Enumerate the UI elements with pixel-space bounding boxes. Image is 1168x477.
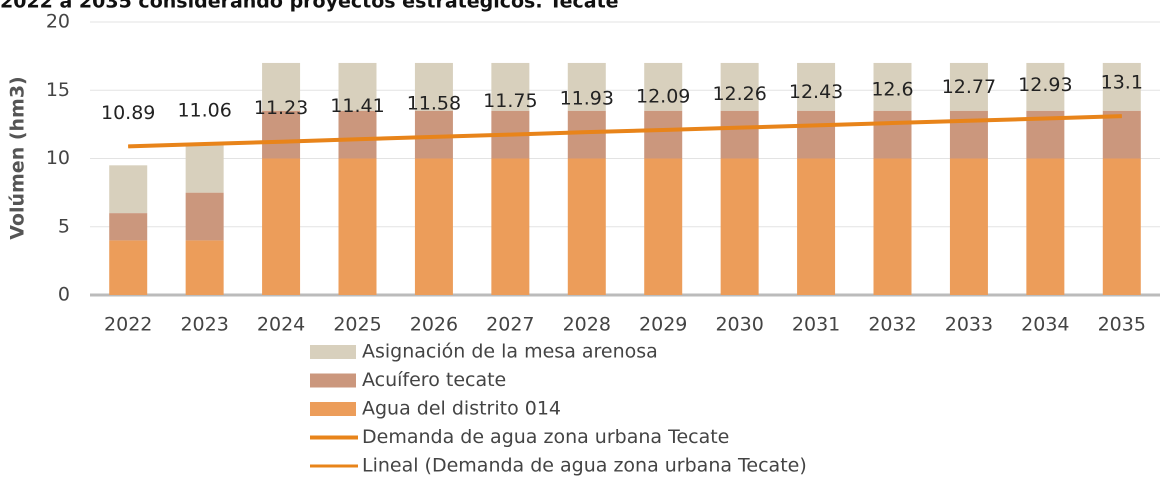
bar-segment bbox=[720, 62, 759, 111]
bar-segment bbox=[1102, 110, 1141, 159]
y-tick-label: 15 bbox=[46, 79, 70, 101]
bar-segment bbox=[338, 110, 377, 159]
bar-segment bbox=[414, 158, 453, 295]
data-label: 11.58 bbox=[407, 92, 461, 114]
x-tick-label: 2027 bbox=[486, 314, 534, 336]
data-label: 13.1 bbox=[1101, 72, 1143, 94]
bar-segment bbox=[644, 158, 683, 295]
bar-segment bbox=[644, 110, 683, 159]
bar-segment bbox=[1026, 62, 1065, 111]
x-tick-label: 2025 bbox=[333, 314, 381, 336]
trend-line bbox=[128, 114, 1122, 148]
x-tick-label: 2030 bbox=[715, 314, 763, 336]
bar-segment bbox=[949, 62, 988, 111]
bar-segment bbox=[873, 158, 912, 295]
bar-segment bbox=[797, 62, 836, 111]
x-tick-label: 2035 bbox=[1098, 314, 1146, 336]
bar-segment bbox=[873, 62, 912, 111]
x-tick-label: 2033 bbox=[945, 314, 993, 336]
x-tick-label: 2032 bbox=[868, 314, 916, 336]
bar-segment bbox=[949, 158, 988, 295]
bar-segment bbox=[491, 62, 530, 111]
bar-segment bbox=[185, 192, 224, 241]
bar-segment bbox=[873, 110, 912, 159]
x-tick-label: 2023 bbox=[180, 314, 228, 336]
legend-swatch bbox=[310, 402, 356, 416]
bar-segment bbox=[338, 158, 377, 295]
x-tick-label: 2028 bbox=[563, 314, 611, 336]
data-label: 11.06 bbox=[177, 100, 231, 122]
y-tick-label: 20 bbox=[46, 11, 70, 33]
bar-segment bbox=[1102, 158, 1141, 295]
data-label: 11.23 bbox=[254, 97, 308, 119]
y-tick-label: 5 bbox=[58, 215, 70, 237]
data-label: 11.75 bbox=[483, 90, 537, 112]
bar-segment bbox=[949, 110, 988, 159]
legend-label: Acuífero tecate bbox=[362, 369, 506, 391]
x-tick-label: 2024 bbox=[257, 314, 305, 336]
bar-segment bbox=[185, 144, 224, 193]
legend-label: Agua del distrito 014 bbox=[362, 398, 561, 420]
data-label: 12.43 bbox=[789, 81, 843, 103]
bar-segment bbox=[567, 158, 606, 295]
bar-segment bbox=[797, 110, 836, 159]
y-tick-label: 0 bbox=[58, 284, 70, 306]
data-label: 11.93 bbox=[560, 88, 614, 110]
legend-label: Demanda de agua zona urbana Tecate bbox=[362, 426, 729, 448]
bar-segment bbox=[338, 62, 377, 111]
bar-segment bbox=[185, 240, 224, 295]
bar-segment bbox=[720, 158, 759, 295]
bar-segment bbox=[109, 240, 148, 295]
bar-segment bbox=[262, 158, 301, 295]
data-label: 12.6 bbox=[871, 79, 913, 101]
data-label: 12.77 bbox=[942, 76, 996, 98]
data-label: 12.93 bbox=[1018, 74, 1072, 96]
bar-segment bbox=[491, 158, 530, 295]
x-tick-label: 2026 bbox=[410, 314, 458, 336]
chart-title: 2022 a 2035 considerando proyectos estra… bbox=[0, 0, 619, 13]
legend-swatch bbox=[310, 345, 356, 359]
bar-segment bbox=[262, 62, 301, 111]
data-label: 12.09 bbox=[636, 85, 690, 107]
bar-segment bbox=[797, 158, 836, 295]
data-label: 10.89 bbox=[101, 102, 155, 124]
data-label: 11.41 bbox=[330, 95, 384, 117]
y-tick-label: 10 bbox=[46, 147, 70, 169]
x-tick-label: 2022 bbox=[104, 314, 152, 336]
legend-label: Lineal (Demanda de agua zona urbana Teca… bbox=[362, 455, 807, 477]
x-tick-label: 2029 bbox=[639, 314, 687, 336]
bar-segment bbox=[720, 110, 759, 159]
data-label: 12.26 bbox=[712, 83, 766, 105]
x-tick-label: 2034 bbox=[1021, 314, 1069, 336]
bar-segment bbox=[567, 62, 606, 111]
bar-segment bbox=[1102, 62, 1141, 111]
bar-segment bbox=[109, 165, 148, 214]
bar-segment bbox=[1026, 158, 1065, 295]
bar-segment bbox=[567, 110, 606, 159]
y-axis-label: Volúmen (hm3) bbox=[7, 76, 29, 240]
x-tick-label: 2031 bbox=[792, 314, 840, 336]
legend-swatch bbox=[310, 373, 356, 388]
bar-segment bbox=[414, 62, 453, 111]
bar-segment bbox=[109, 213, 148, 241]
bar-segment bbox=[644, 62, 683, 111]
legend-label: Asignación de la mesa arenosa bbox=[362, 341, 658, 363]
bar-segment bbox=[262, 110, 301, 159]
